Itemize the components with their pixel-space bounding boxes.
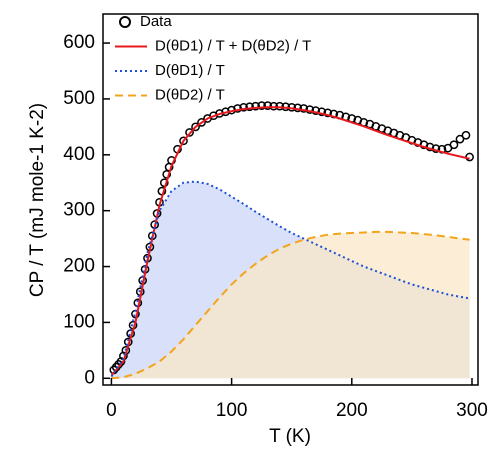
data-point [455, 134, 465, 144]
legend-marker [119, 16, 131, 28]
curve [110, 106, 470, 377]
data-point [191, 122, 200, 132]
data-point [263, 101, 273, 110]
y-tick-label: 200 [63, 256, 95, 277]
data-point [179, 136, 188, 146]
x-axis-label: T (K) [269, 426, 311, 447]
data-point [465, 152, 474, 162]
data-point [323, 108, 333, 118]
legend-label: D(θD1) / T [155, 62, 225, 79]
data-point [461, 130, 471, 140]
curve [110, 180, 470, 378]
y-tick-label: 300 [63, 200, 95, 221]
y-axis-label: CP / T (mJ mole-1 K-2) [27, 103, 48, 297]
legend-label: D(θD2) / T [155, 86, 225, 103]
data-point [185, 128, 194, 137]
x-tick-label: 100 [216, 400, 248, 421]
curve [111, 230, 470, 380]
data-point [317, 107, 327, 117]
y-tick-label: 100 [63, 311, 95, 332]
y-tick-label: 500 [63, 88, 95, 109]
y-tick-label: 400 [63, 144, 95, 165]
x-tick-label: 300 [456, 400, 488, 421]
data-point [239, 102, 248, 112]
legend-label: Data [140, 13, 172, 30]
data-point [257, 101, 267, 110]
data-point [449, 140, 459, 150]
x-tick-label: 0 [106, 400, 117, 421]
data-point [299, 104, 309, 113]
data-point [245, 102, 254, 112]
x-tick-label: 200 [336, 400, 368, 421]
data-point [275, 101, 285, 111]
data-point [251, 101, 260, 111]
area [111, 231, 470, 379]
data-point [197, 118, 206, 127]
data-point [162, 170, 172, 179]
legend-label: D(θD1) / T + D(θD2) / T [155, 37, 311, 54]
y-tick-label: 600 [63, 32, 95, 53]
data-point [269, 101, 279, 111]
y-tick-label: 0 [84, 367, 95, 388]
plot-frame [102, 13, 479, 386]
